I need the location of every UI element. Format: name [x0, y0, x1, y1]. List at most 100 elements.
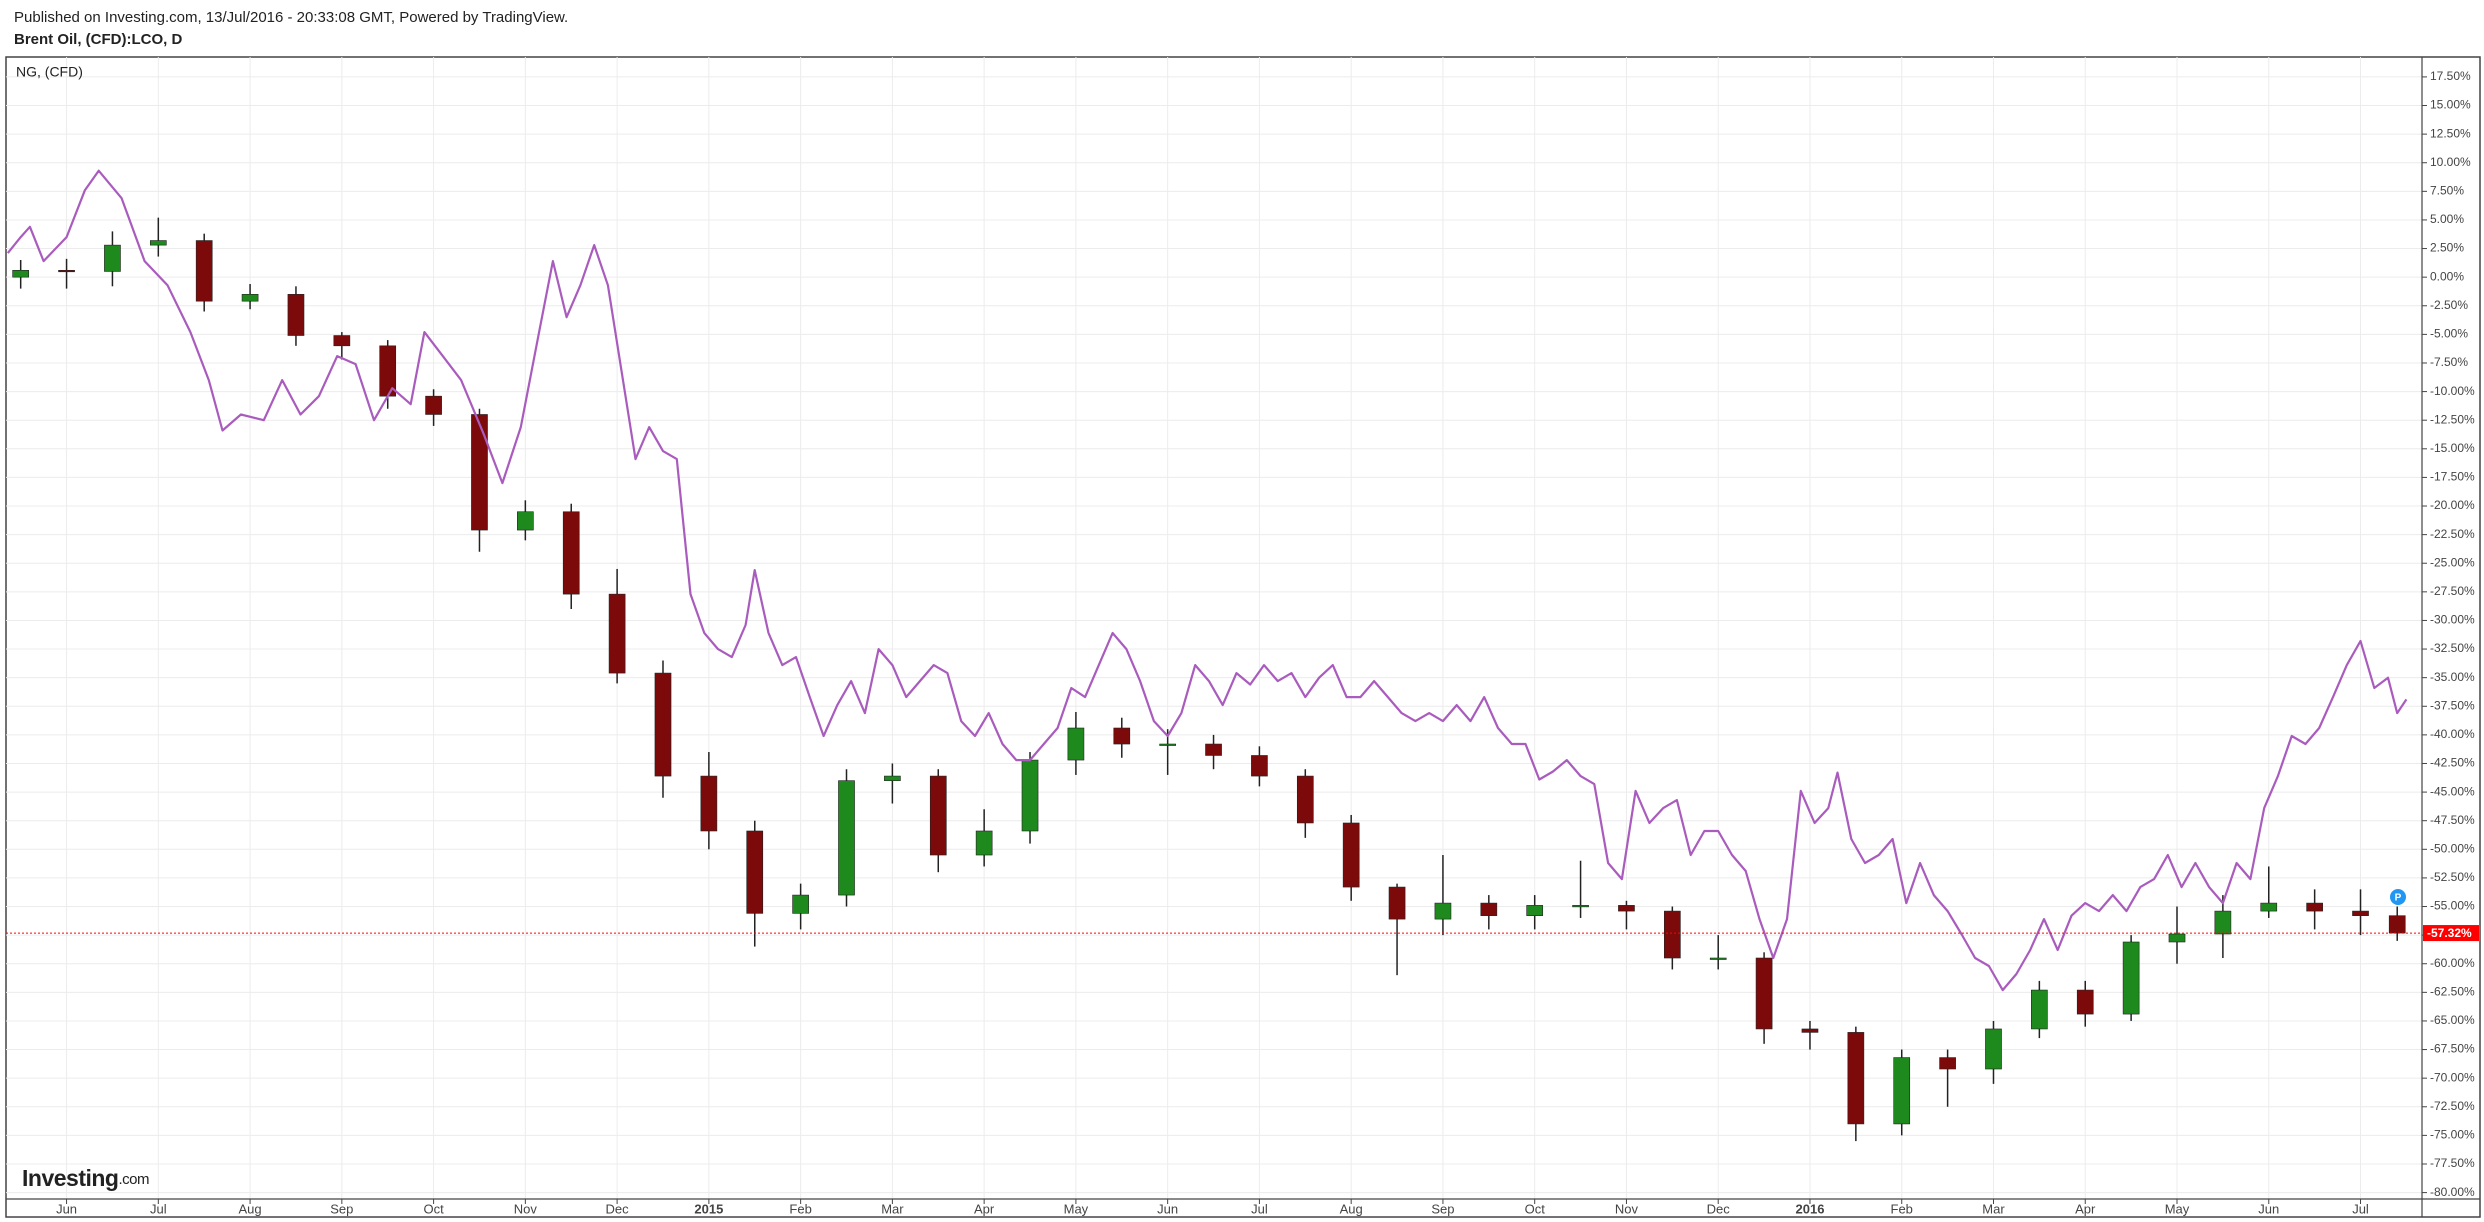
x-tick-label: Apr: [2075, 1201, 2096, 1216]
y-tick-label: 17.50%: [2430, 69, 2471, 83]
candle-body: [2168, 933, 2186, 943]
candle-body: [2214, 910, 2232, 935]
x-tick-label: 2015: [694, 1201, 723, 1216]
candle-body: [471, 414, 488, 531]
candle-body: [1480, 902, 1498, 916]
candle-body: [562, 511, 580, 595]
ng-line: [6, 169, 2408, 992]
candle-body: [792, 894, 809, 914]
y-tick-label: -2.50%: [2430, 298, 2468, 312]
x-tick-label: Jun: [1157, 1201, 1178, 1216]
x-tick-label: Dec: [606, 1201, 630, 1216]
x-tick-label: Aug: [1340, 1201, 1363, 1216]
candle-body: [1021, 759, 1039, 832]
y-tick-label: -42.50%: [2430, 756, 2475, 770]
candle-body: [2306, 902, 2323, 912]
last-value-label: -57.32%: [2427, 926, 2472, 940]
candle-body: [608, 593, 626, 674]
candle-body: [333, 335, 351, 347]
candle-body: [1251, 755, 1268, 777]
candle-body: [2388, 915, 2406, 934]
candle-body: [700, 775, 718, 832]
candle-body: [1205, 743, 1222, 756]
y-tick-label: -67.50%: [2430, 1042, 2475, 1056]
marks: [6, 169, 2422, 1142]
last-value-box: [2423, 925, 2479, 942]
x-tick-label: Sep: [330, 1201, 353, 1216]
y-tick-label: -35.00%: [2430, 670, 2475, 684]
candle-body: [1985, 1028, 2002, 1070]
y-tick-label: 2.50%: [2430, 241, 2464, 255]
candle-body: [838, 780, 855, 896]
candle-body: [1434, 902, 1452, 920]
x-tick-label: Feb: [1891, 1201, 1913, 1216]
candle-body: [1939, 1057, 1956, 1070]
y-tick-label: -25.00%: [2430, 555, 2475, 569]
candle-body: [1618, 905, 1635, 912]
y-tick-label: -32.50%: [2430, 641, 2475, 655]
candle-body: [58, 269, 75, 273]
y-tick-label: -12.50%: [2430, 412, 2475, 426]
logo-suffix: .com: [118, 1171, 149, 1188]
candle-body: [1709, 957, 1727, 960]
x-tick-label: Dec: [1707, 1201, 1731, 1216]
candle-body: [1801, 1028, 1819, 1033]
candle-body: [1342, 822, 1360, 888]
x-tick-label: Jul: [1251, 1201, 1268, 1216]
y-tick-label: -30.00%: [2430, 613, 2475, 627]
candle-body: [2352, 910, 2369, 916]
axes: 17.50% 15.00% 12.50% 10.00% 7.50% 5.00% 2.50% 0…: [56, 69, 2479, 1216]
candle-body: [1067, 727, 1085, 761]
x-tick-label: Apr: [974, 1201, 995, 1216]
y-tick-label: -22.50%: [2430, 527, 2475, 541]
y-tick-label: -37.50%: [2430, 698, 2475, 712]
x-tick-label: Nov: [1615, 1201, 1639, 1216]
y-tick-label: -10.00%: [2430, 384, 2475, 398]
y-tick-label: 0.00%: [2430, 269, 2464, 283]
y-tick-label: -72.50%: [2430, 1099, 2475, 1113]
grid: [6, 57, 2422, 1199]
candle-body: [425, 395, 442, 415]
candle-body: [654, 672, 672, 777]
x-tick-label: Mar: [1982, 1201, 2005, 1216]
candle-body: [1755, 957, 1773, 1030]
candle-body: [1847, 1032, 1865, 1125]
x-tick-label: Jul: [2352, 1201, 2369, 1216]
candle-body: [1893, 1057, 1911, 1125]
candle-body: [2260, 902, 2278, 912]
x-tick-label: May: [2165, 1201, 2190, 1216]
candle-body: [746, 830, 764, 914]
y-tick-label: 7.50%: [2430, 184, 2464, 198]
candle-body: [1159, 743, 1176, 746]
y-tick-label: -15.00%: [2430, 441, 2475, 455]
candle-body: [241, 294, 259, 302]
candle-body: [1572, 905, 1589, 908]
symbol-title: Brent Oil, (CFD):LCO, D: [14, 31, 182, 48]
candle-body: [1113, 727, 1131, 745]
y-tick-label: -50.00%: [2430, 841, 2475, 855]
y-tick-label: 10.00%: [2430, 155, 2471, 169]
candle-body: [149, 240, 167, 246]
y-tick-label: -55.00%: [2430, 899, 2475, 913]
y-tick-label: -77.50%: [2430, 1156, 2475, 1170]
candle-body: [104, 244, 121, 272]
candle-body: [884, 775, 901, 781]
logo-main: Investing: [22, 1165, 118, 1191]
y-tick-label: -40.00%: [2430, 727, 2475, 741]
candle-body: [975, 830, 993, 856]
y-tick-label: -80.00%: [2430, 1185, 2475, 1199]
y-tick-label: -65.00%: [2430, 1013, 2475, 1027]
logo: Investing.com: [22, 1165, 149, 1191]
y-tick-label: -7.50%: [2430, 355, 2468, 369]
y-tick-label: 5.00%: [2430, 212, 2464, 226]
candle-body: [2122, 941, 2140, 1015]
y-tick-label: -60.00%: [2430, 956, 2475, 970]
y-tick-label: -47.50%: [2430, 813, 2475, 827]
x-tick-label: Oct: [1525, 1201, 1546, 1216]
published-note: Published on Investing.com, 13/Jul/2016 …: [14, 9, 568, 26]
badge: P: [2395, 893, 2402, 904]
y-tick-label: -62.50%: [2430, 985, 2475, 999]
candle-body: [1664, 910, 1681, 959]
x-tick-label: Sep: [1431, 1201, 1454, 1216]
